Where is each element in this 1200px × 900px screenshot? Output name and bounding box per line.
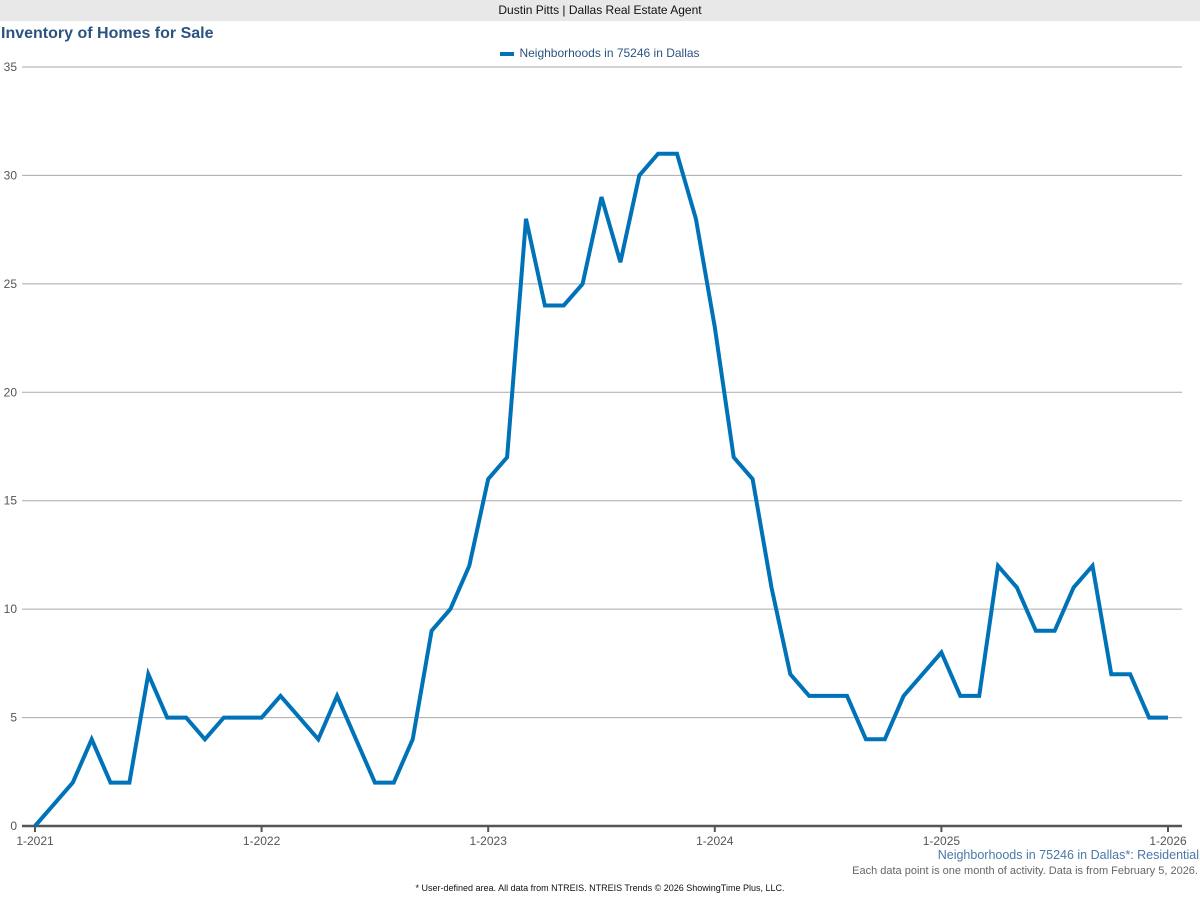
header-bar: Dustin Pitts | Dallas Real Estate Agent [0, 0, 1200, 21]
chart-note: Each data point is one month of activity… [852, 865, 1198, 877]
legend-swatch [500, 51, 515, 56]
y-tick-label: 35 [4, 60, 18, 74]
y-tick-label: 10 [4, 602, 18, 616]
x-tick-label: 1-2025 [923, 834, 961, 848]
y-tick-label: 30 [4, 168, 18, 182]
legend: Neighborhoods in 75246 in Dallas [0, 46, 1200, 60]
chart-title: Inventory of Homes for Sale [1, 25, 214, 42]
y-tick-label: 15 [4, 494, 18, 508]
x-tick-label: 1-2022 [243, 834, 281, 848]
x-tick-label: 1-2021 [16, 834, 54, 848]
chart-subtitle: Neighborhoods in 75246 in Dallas*: Resid… [937, 848, 1199, 862]
x-tick-label: 1-2024 [696, 834, 734, 848]
y-tick-label: 0 [10, 819, 17, 833]
y-tick-label: 5 [10, 711, 17, 725]
y-tick-label: 20 [4, 385, 18, 399]
x-tick-label: 1-2026 [1149, 834, 1187, 848]
y-tick-label: 25 [4, 277, 18, 291]
footer: * User-defined area. All data from NTREI… [415, 883, 785, 893]
series-line [33, 151, 1168, 828]
legend-label: Neighborhoods in 75246 in Dallas [519, 46, 700, 60]
x-tick-label: 1-2023 [470, 834, 508, 848]
